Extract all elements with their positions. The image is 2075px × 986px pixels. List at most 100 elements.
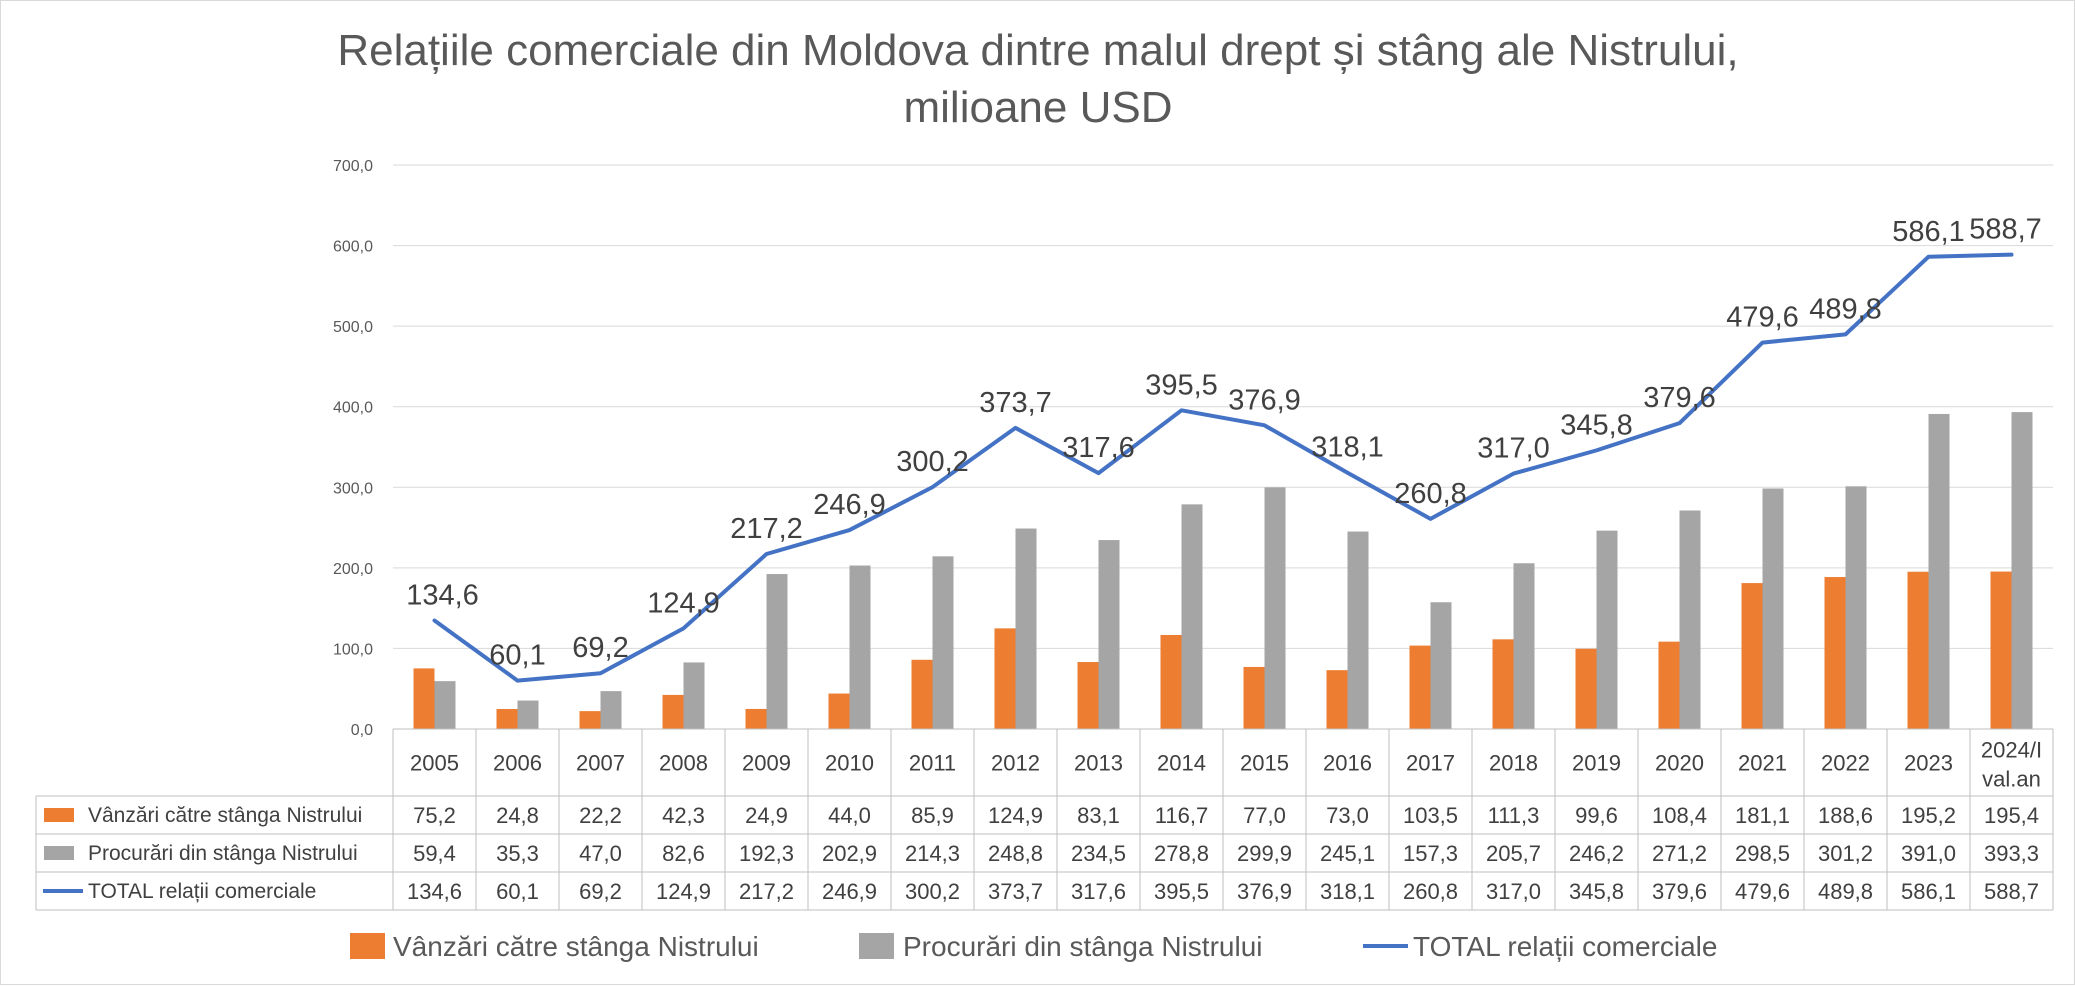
table-cell: 42,3 [662,803,705,828]
table-cell: 317,6 [1071,879,1126,904]
y-tick-label: 500,0 [333,319,373,336]
bar [1160,634,1182,729]
line-data-label: 318,1 [1311,432,1384,464]
table-cell: 44,0 [828,803,871,828]
legend-key [350,933,385,959]
bar [600,691,622,729]
bar [1907,571,1929,729]
line-data-label: 586,1 [1892,216,1965,248]
table-cell: 60,1 [496,879,539,904]
bar [849,565,871,729]
y-tick-label: 100,0 [333,641,373,658]
line-data-label: 489,8 [1809,293,1882,325]
table-cell: 300,2 [905,879,960,904]
y-tick-label: 200,0 [333,561,373,578]
legend-label: Vânzări către stânga Nistrului [393,931,759,962]
table-cell: 234,5 [1071,841,1126,866]
category-label: 2020 [1655,751,1704,776]
legend-key [859,933,894,959]
line-data-label: 373,7 [979,387,1052,419]
category-label: 2011 [909,751,956,776]
category-label: 2019 [1572,751,1621,776]
bar [1596,530,1618,729]
table-cell: 299,9 [1237,841,1292,866]
table-cell: 75,2 [413,803,456,828]
bar [2011,412,2033,729]
table-cell: 345,8 [1569,879,1624,904]
category-label: 2009 [742,751,791,776]
bar [994,628,1016,729]
table-cell: 108,4 [1652,803,1707,828]
bar [1181,504,1203,729]
bar [683,662,705,729]
bar [1098,540,1120,729]
bar [1077,662,1099,729]
bar [1409,645,1431,729]
table-cell: 260,8 [1403,879,1458,904]
table-cell: 24,9 [745,803,788,828]
table-row-header: TOTAL relații comerciale [88,880,316,903]
bar [1658,641,1680,729]
line-data-label: 395,5 [1145,369,1218,401]
y-tick-label: 0,0 [351,722,373,739]
table-cell: 59,4 [413,841,456,866]
bar [413,668,435,729]
category-label: 2022 [1821,751,1870,776]
table-cell: 317,0 [1486,879,1541,904]
line-data-label: 217,2 [730,513,803,545]
table-cell: 393,3 [1984,841,2039,866]
table-cell: 82,6 [662,841,705,866]
table-cell: 376,9 [1237,879,1292,904]
table-cell: 395,5 [1154,879,1209,904]
table-cell: 77,0 [1243,803,1286,828]
category-label: 2023 [1904,751,1953,776]
category-label: 2010 [825,751,874,776]
table-row-header: Vânzări către stânga Nistrului [88,804,362,827]
bar [1824,577,1846,729]
category-label: 2017 [1406,751,1455,776]
bar [1575,648,1597,729]
total-line [432,252,2014,683]
table-cell: 22,2 [579,803,622,828]
bar [1928,413,1950,729]
table-cell: 301,2 [1818,841,1873,866]
category-label: 2021 [1738,751,1787,776]
y-tick-label: 600,0 [333,239,373,256]
category-label: 2007 [576,751,625,776]
category-label: 2013 [1074,751,1123,776]
bar [911,659,933,729]
table-cell: 195,2 [1901,803,1956,828]
category-label: 2018 [1489,751,1538,776]
bar [766,574,788,729]
table-cell: 134,6 [407,879,462,904]
bar [1679,510,1701,729]
bar [1492,639,1514,729]
category-label: 2005 [410,751,459,776]
bar [434,681,456,729]
line-data-label: 124,9 [647,587,720,619]
table-cell: 246,9 [822,879,877,904]
line-data-label: 300,2 [896,446,969,478]
line-data-label: 246,9 [813,489,886,521]
table-cell: 379,6 [1652,879,1707,904]
table-legend-key [44,808,74,822]
bar [1762,488,1784,729]
bar [745,708,767,729]
table-cell: 246,2 [1569,841,1624,866]
bar [1264,487,1286,729]
bar [1243,666,1265,729]
category-label: 2014 [1157,751,1206,776]
table-cell: 245,1 [1320,841,1375,866]
table-cell: 586,1 [1901,879,1956,904]
table-cell: 214,3 [905,841,960,866]
legend-label: TOTAL relații comerciale [1413,931,1717,962]
line-data-label: 69,2 [572,632,628,664]
table-cell: 124,9 [988,803,1043,828]
table-legend-key [44,846,74,860]
table-row-header: Procurări din stânga Nistrului [88,842,358,865]
table-cell: 73,0 [1326,803,1369,828]
table-cell: 181,1 [1735,803,1790,828]
bar [828,693,850,729]
